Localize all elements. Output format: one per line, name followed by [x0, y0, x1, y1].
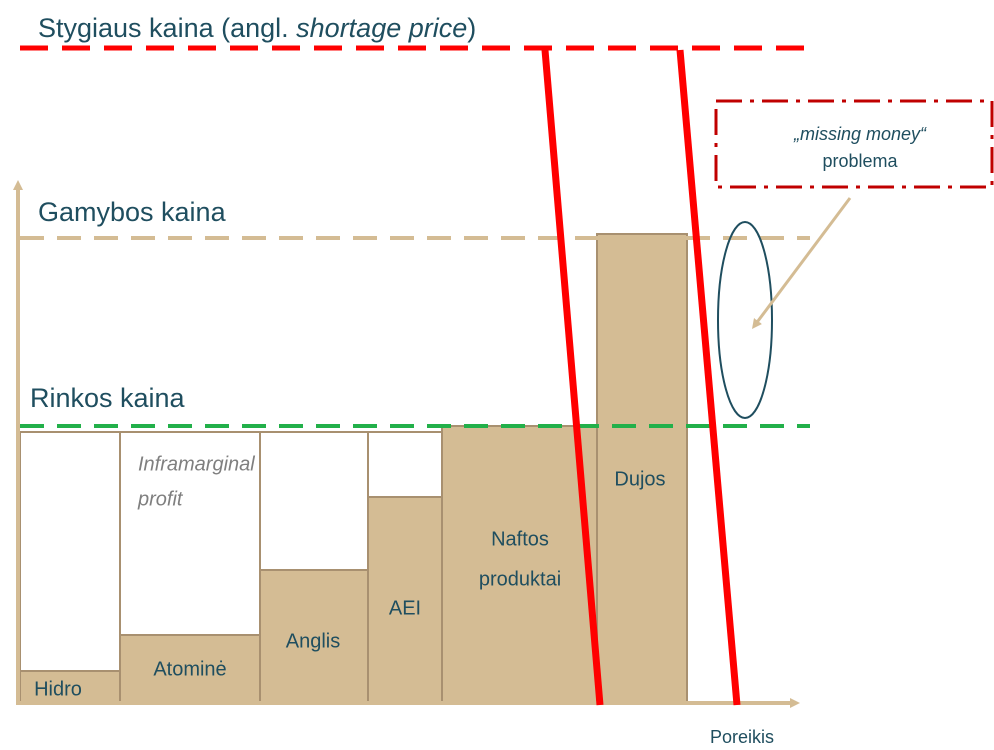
- plant-label: AEI: [389, 597, 421, 619]
- market-price-label: Rinkos kaina: [30, 383, 186, 413]
- aei-profit: [367, 431, 443, 498]
- plant-label: produktai: [479, 568, 561, 590]
- plant-label: Atominė: [153, 658, 226, 680]
- dujos-bar: [596, 233, 688, 704]
- missing-money-text: problema: [822, 151, 898, 171]
- x-axis-label: Poreikis: [710, 727, 774, 747]
- inframarginal-text: profit: [137, 488, 184, 510]
- shortage-price-label: Stygiaus kaina (angl. shortage price): [38, 13, 476, 43]
- plant-label: Dujos: [614, 468, 665, 490]
- plant-label: Naftos: [491, 528, 549, 550]
- bars: [19, 233, 688, 704]
- missing-money-text: „missing money“: [793, 124, 927, 144]
- missing-money-box: [714, 99, 994, 189]
- plant-label: Anglis: [286, 630, 340, 652]
- pointer-arrow: [752, 197, 852, 330]
- demand-line: [541, 49, 604, 706]
- inframarginal-text: Inframarginal: [138, 453, 255, 475]
- atomine-profit: [119, 431, 261, 636]
- anglis-profit: [259, 431, 369, 571]
- production-price-label: Gamybos kaina: [38, 197, 227, 227]
- missing-money-ellipse: [717, 221, 773, 419]
- plant-label: Hidro: [34, 678, 82, 700]
- hidro-profit: [19, 431, 121, 672]
- demand-line: [676, 49, 741, 706]
- naftos-bar: [441, 425, 598, 704]
